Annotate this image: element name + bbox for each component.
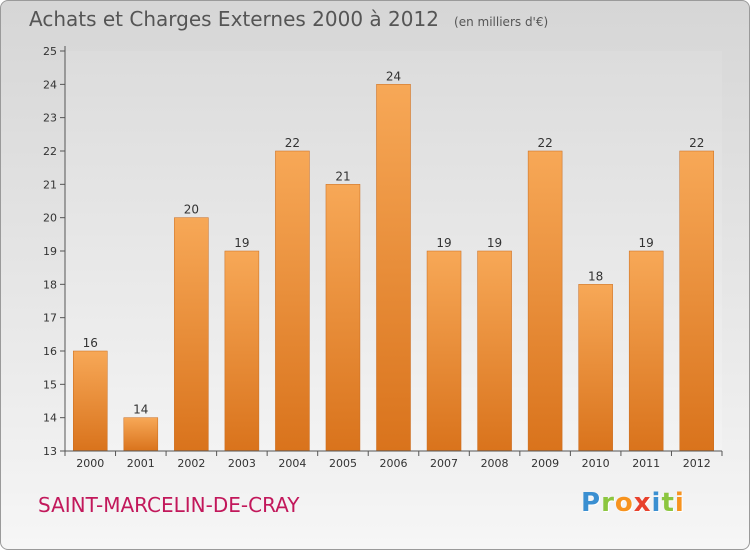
bar-2004 — [275, 150, 310, 452]
y-tick-label: 17 — [43, 312, 57, 325]
bar-2005 — [325, 184, 361, 452]
y-tick-label: 24 — [43, 78, 57, 91]
x-tick-label: 2008 — [481, 457, 509, 470]
bar-value-label: 21 — [335, 169, 350, 183]
bar-2002 — [174, 217, 209, 452]
x-tick-label: 2005 — [329, 457, 357, 470]
y-tick-label: 20 — [43, 212, 57, 225]
x-tick-label: 2004 — [278, 457, 306, 470]
x-tick-label: 2010 — [582, 457, 610, 470]
bar-value-label: 18 — [588, 269, 603, 283]
bar-value-label: 16 — [83, 336, 98, 350]
bar-value-label: 24 — [386, 69, 401, 83]
y-tick-label: 21 — [43, 178, 57, 191]
bar-value-label: 14 — [133, 403, 148, 417]
x-tick-label: 2000 — [76, 457, 104, 470]
bar-2007 — [426, 250, 462, 452]
bar-value-label: 22 — [285, 136, 300, 150]
x-tick-label: 2003 — [228, 457, 256, 470]
x-tick-label: 2012 — [683, 457, 711, 470]
logo-letter: r — [601, 488, 615, 518]
logo-letter: P — [581, 488, 602, 518]
y-tick-label: 14 — [43, 412, 57, 425]
y-tick-label: 25 — [43, 45, 57, 58]
x-tick-label: 2001 — [127, 457, 155, 470]
bar-2010 — [578, 284, 613, 452]
bar-value-label: 22 — [537, 136, 552, 150]
bar-value-label: 19 — [487, 236, 502, 250]
axes-group: 13 14 15 16 17 18 19 20 21 22 23 24 25 2000 2001 2002 20… — [43, 45, 723, 470]
bar-2006 — [376, 84, 411, 452]
chart-title: Achats et Charges Externes 2000 à 2012 — [29, 7, 439, 31]
y-tick-label: 22 — [43, 145, 57, 158]
proxiti-logo: Proxiti — [581, 488, 685, 518]
bar-value-label: 22 — [689, 136, 704, 150]
logo-letter: o — [614, 488, 634, 518]
x-tick-label: 2007 — [430, 457, 458, 470]
bar-value-label: 19 — [234, 236, 249, 250]
logo-letter: x — [633, 488, 652, 518]
y-tick-label: 13 — [43, 445, 57, 458]
bar-2003 — [224, 250, 260, 452]
bar-2012 — [679, 150, 714, 452]
bar-2009 — [527, 150, 563, 452]
logo-letter: i — [651, 488, 662, 518]
bar-2001 — [123, 417, 159, 452]
y-tick-label: 18 — [43, 278, 57, 291]
bars-group: 16 14 20 19 22 21 24 19 19 22 18 19 22 — [73, 69, 714, 452]
bar-value-label: 19 — [436, 236, 451, 250]
x-tick-label: 2011 — [632, 457, 660, 470]
chart-title-row: Achats et Charges Externes 2000 à 2012 (… — [29, 7, 548, 31]
bar-2008 — [477, 250, 512, 452]
logo-letter: t — [661, 488, 675, 518]
chart-subtitle: (en milliers d'€) — [454, 15, 549, 29]
x-tick-label: 2002 — [177, 457, 205, 470]
y-tick-label: 23 — [43, 112, 57, 125]
y-tick-label: 19 — [43, 245, 57, 258]
logo-letter: i — [674, 488, 685, 518]
bar-2011 — [628, 250, 664, 452]
bar-value-label: 20 — [184, 203, 199, 217]
bar-2000 — [73, 350, 108, 452]
bar-value-label: 19 — [639, 236, 654, 250]
x-tick-label: 2009 — [531, 457, 559, 470]
y-tick-label: 15 — [43, 378, 57, 391]
commune-name: SAINT-MARCELIN-DE-CRAY — [38, 493, 300, 517]
y-tick-label: 16 — [43, 345, 57, 358]
x-tick-label: 2006 — [380, 457, 408, 470]
